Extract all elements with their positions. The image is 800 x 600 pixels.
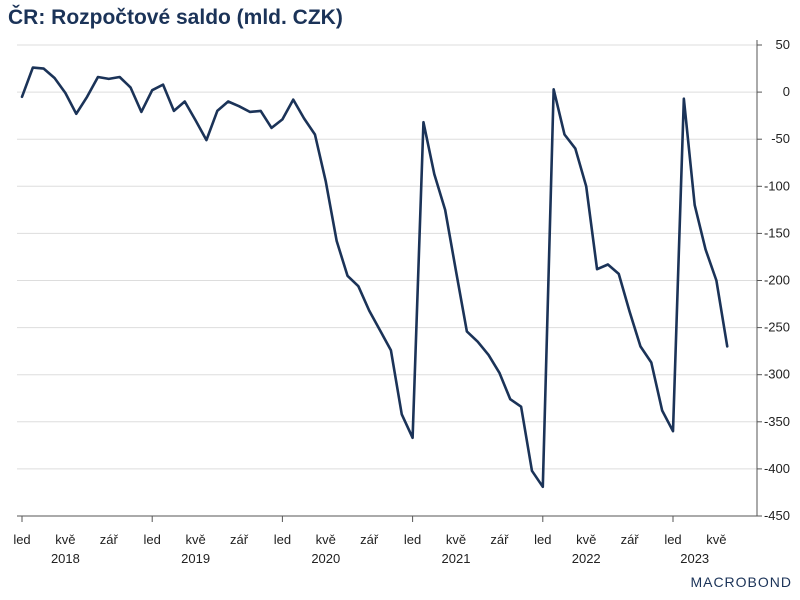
x-tick-label: kvě (446, 532, 466, 547)
y-tick-label: 0 (783, 84, 790, 99)
x-tick-label: led (13, 532, 30, 547)
x-year-label: 2022 (572, 551, 601, 566)
x-tick-label: kvě (316, 532, 336, 547)
x-tick-label: led (664, 532, 681, 547)
x-tick-label: kvě (55, 532, 75, 547)
x-tick-label: kvě (706, 532, 726, 547)
x-tick-label: zář (490, 532, 509, 547)
y-tick-label: -400 (764, 461, 790, 476)
y-tick-label: -100 (764, 178, 790, 193)
series-layer (20, 66, 729, 489)
x-tick-label: led (534, 532, 551, 547)
tick-labels: 50 0 -50 -100 -150 -200 -250 -300 -350 -400 -450 le… (13, 37, 790, 566)
x-tick-label: led (404, 532, 421, 547)
y-tick-label: 50 (776, 37, 790, 52)
x-tick-label: led (274, 532, 291, 547)
x-year-label: 2018 (51, 551, 80, 566)
y-tick-label: -150 (764, 225, 790, 240)
x-year-label: 2023 (680, 551, 709, 566)
x-tick-label: led (144, 532, 161, 547)
y-tick-label: -300 (764, 367, 790, 382)
y-tick-label: -350 (764, 414, 790, 429)
axes (17, 40, 762, 522)
series-line-budget-balance (20, 66, 729, 489)
x-tick-label: kvě (576, 532, 596, 547)
x-tick-label: zář (230, 532, 249, 547)
x-year-label: 2021 (442, 551, 471, 566)
macrobond-logo: MACROBOND (690, 574, 792, 590)
x-year-label: 2019 (181, 551, 210, 566)
y-tick-label: -200 (764, 273, 790, 288)
x-year-label: 2020 (311, 551, 340, 566)
x-tick-label: zář (100, 532, 119, 547)
y-tick-label: -450 (764, 508, 790, 523)
x-tick-label: zář (360, 532, 379, 547)
y-tick-label: -50 (771, 131, 790, 146)
chart-title: ČR: Rozpočtové saldo (mld. CZK) (8, 6, 343, 29)
gridlines (17, 44, 757, 517)
x-tick-label: kvě (185, 532, 205, 547)
x-tick-label: zář (621, 532, 640, 547)
y-tick-label: -250 (764, 320, 790, 335)
